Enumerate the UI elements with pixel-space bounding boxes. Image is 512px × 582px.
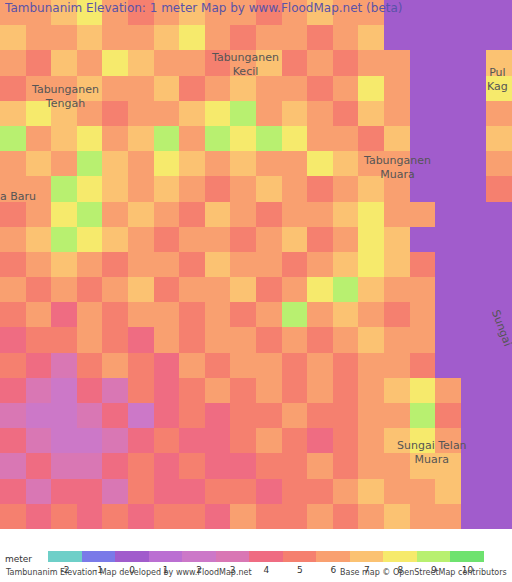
svg-text:9: 9 (431, 565, 437, 575)
svg-text:5: 5 (297, 565, 303, 575)
svg-text:Sungai TelanMuara: Sungai TelanMuara (397, 439, 467, 466)
svg-text:Tambunanim Elevation: 1 meter: Tambunanim Elevation: 1 meter Map by www… (4, 1, 402, 15)
svg-text:6: 6 (330, 565, 336, 575)
svg-text:Sungai: Sungai (489, 308, 512, 348)
svg-text:TabunganenKecil: TabunganenKecil (211, 51, 279, 78)
svg-text:-1: -1 (94, 565, 103, 575)
svg-text:7: 7 (364, 565, 370, 575)
svg-text:a Baru: a Baru (0, 190, 36, 203)
svg-text:0: 0 (129, 565, 135, 575)
svg-text:PulKag: PulKag (487, 66, 508, 93)
svg-text:-2: -2 (61, 565, 70, 575)
svg-text:2: 2 (196, 565, 202, 575)
svg-text:meter: meter (5, 554, 32, 564)
svg-text:TabunganenTengah: TabunganenTengah (31, 83, 99, 110)
svg-text:3: 3 (230, 565, 236, 575)
svg-text:4: 4 (263, 565, 269, 575)
svg-text:1: 1 (163, 565, 169, 575)
svg-text:TabunganenMuara: TabunganenMuara (363, 154, 431, 181)
svg-text:8: 8 (398, 565, 404, 575)
svg-text:Base map © OpenStreetMap contr: Base map © OpenStreetMap contributors (340, 568, 507, 577)
svg-text:Tambunanim Elevation Map devel: Tambunanim Elevation Map developed by ww… (5, 568, 252, 577)
svg-text:10: 10 (462, 565, 474, 575)
